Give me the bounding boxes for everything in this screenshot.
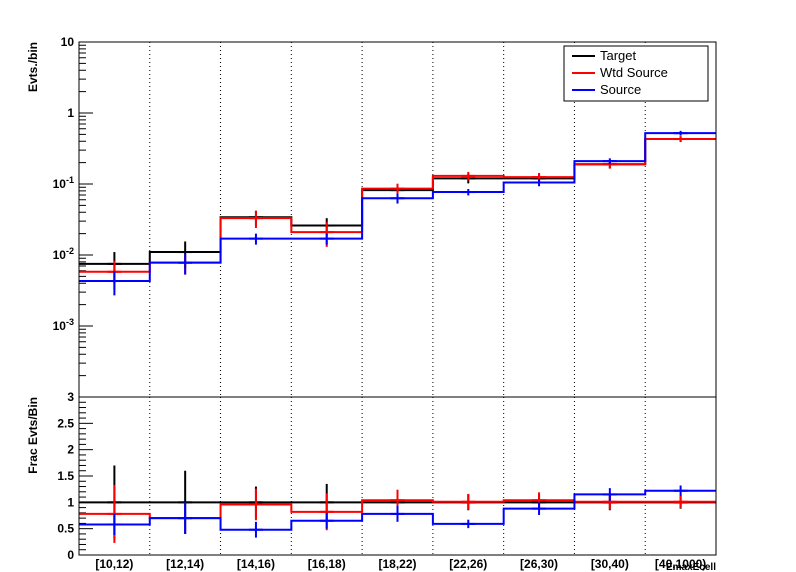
x-tick-label: [18,22) bbox=[378, 557, 416, 571]
x-tick-label: [10,12) bbox=[95, 557, 133, 571]
top-panel: 10 1 10-1 10-2 10-3 Evts./bin bbox=[26, 35, 717, 398]
y-tick-label: 0 bbox=[67, 548, 74, 562]
x-tick-label: [12,14) bbox=[166, 557, 204, 571]
y-tick-label: 10-2 bbox=[53, 246, 74, 262]
series-step-line bbox=[79, 132, 716, 283]
y-tick-label: 2 bbox=[67, 443, 74, 457]
y-tick-label: 10 bbox=[61, 35, 75, 49]
bottom-panel: 0 0.5 1 1.5 2 2.5 3 [10,12) [12,14) [14,16) [16,1… bbox=[26, 390, 717, 572]
bottom-series bbox=[79, 465, 716, 543]
bottom-y-ticks: 0 0.5 1 1.5 2 2.5 3 bbox=[57, 390, 93, 562]
series-target bbox=[79, 136, 716, 284]
top-y-ticks: 10 1 10-1 10-2 10-3 bbox=[53, 35, 93, 377]
y-tick-label: 1 bbox=[67, 495, 74, 509]
y-tick-label: 10-1 bbox=[53, 175, 74, 191]
x-tick-label: [30,40) bbox=[591, 557, 629, 571]
top-series bbox=[79, 130, 716, 296]
x-tick-label: [16,18) bbox=[308, 557, 346, 571]
x-tick-label: [14,16) bbox=[237, 557, 275, 571]
x-axis-label: EmaxEcell bbox=[666, 562, 716, 572]
bottom-grid bbox=[149, 397, 646, 555]
legend-label-wtd-source: Wtd Source bbox=[600, 65, 668, 80]
bottom-y-axis-label: Frac Evts/Bin bbox=[26, 397, 40, 474]
series-wtd-source bbox=[79, 136, 716, 290]
x-tick-labels: [10,12) [12,14) [14,16) [16,18) [18,22) [22,2… bbox=[95, 557, 706, 571]
series-source bbox=[79, 130, 716, 296]
y-tick-label: 2.5 bbox=[57, 416, 74, 430]
series-source bbox=[79, 485, 716, 538]
x-tick-label: [22,26) bbox=[449, 557, 487, 571]
y-tick-label: 0.5 bbox=[57, 522, 74, 536]
y-tick-label: 1.5 bbox=[57, 469, 74, 483]
x-tick-label: [26,30) bbox=[520, 557, 558, 571]
legend: Target Wtd Source Source bbox=[563, 45, 709, 102]
bottom-frame bbox=[78, 396, 717, 556]
x-tick-label: [40,1000) bbox=[655, 557, 706, 571]
legend-label-source: Source bbox=[600, 82, 641, 97]
y-tick-label: 1 bbox=[67, 106, 74, 120]
y-tick-label: 10-3 bbox=[53, 317, 74, 333]
y-tick-label: 3 bbox=[67, 390, 74, 404]
top-y-axis-label: Evts./bin bbox=[26, 42, 40, 92]
legend-label-target: Target bbox=[600, 48, 637, 63]
